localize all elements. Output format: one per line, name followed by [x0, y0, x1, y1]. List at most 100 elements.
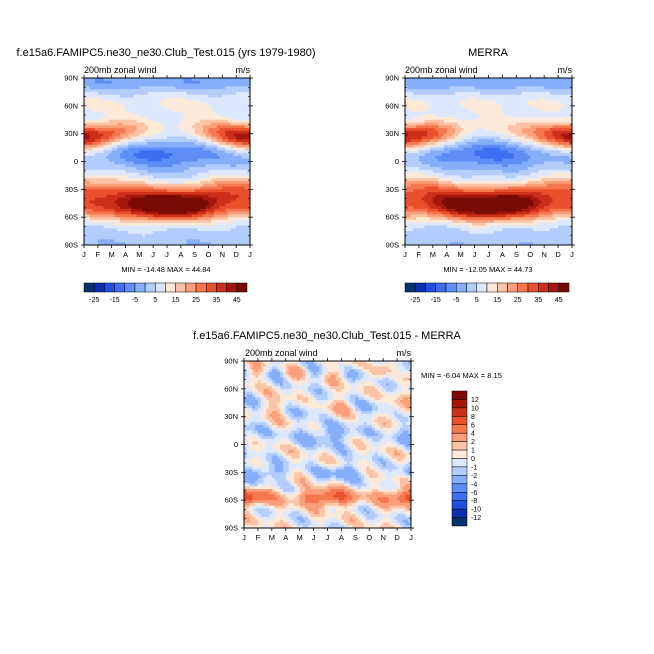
- field-cell: [189, 128, 193, 132]
- field-cell: [214, 111, 218, 115]
- field-cell: [247, 108, 251, 112]
- field-cell: [106, 94, 110, 98]
- field-cell: [474, 128, 478, 132]
- field-cell: [125, 225, 129, 229]
- field-cell: [430, 80, 434, 84]
- field-cell: [494, 97, 498, 101]
- field-cell: [111, 189, 115, 193]
- field-cell: [227, 153, 232, 157]
- field-cell: [189, 116, 193, 121]
- field-cell: [92, 136, 96, 140]
- field-cell: [233, 214, 237, 218]
- field-cell: [241, 108, 245, 112]
- field-cell: [566, 125, 570, 129]
- field-cell: [200, 155, 204, 160]
- field-cell: [471, 130, 475, 135]
- field-cell: [86, 122, 90, 126]
- field-cell: [216, 217, 220, 221]
- field-cell: [136, 105, 140, 110]
- field-cell: [443, 100, 448, 104]
- field-cell: [238, 194, 243, 199]
- field-cell: [122, 164, 126, 168]
- field-cell: [519, 125, 523, 129]
- field-cell: [416, 100, 420, 104]
- field-cell: [161, 105, 165, 110]
- field-cell: [502, 100, 506, 104]
- field-cell: [238, 94, 243, 98]
- field-cell: [463, 128, 467, 132]
- field-cell: [219, 100, 223, 104]
- field-cell: [97, 136, 101, 140]
- field-cell: [119, 144, 124, 148]
- field-cell: [128, 222, 132, 226]
- field-cell: [214, 133, 218, 137]
- field-cell: [86, 142, 90, 146]
- field-cell: [208, 197, 212, 201]
- field-cell: [541, 108, 545, 112]
- field-cell: [191, 91, 196, 96]
- field-cell: [205, 130, 209, 135]
- field-cell: [97, 83, 101, 87]
- field-cell: [161, 108, 165, 112]
- field-cell: [549, 103, 553, 107]
- field-cell: [92, 119, 96, 123]
- field-cell: [117, 103, 121, 107]
- field-cell: [544, 130, 548, 135]
- field-cell: [191, 169, 196, 174]
- field-cell: [216, 108, 220, 112]
- field-cell: [172, 100, 176, 104]
- field-cell: [230, 153, 234, 157]
- field-cell: [100, 119, 104, 123]
- field-cell: [155, 231, 160, 235]
- field-cell: [189, 150, 193, 154]
- field-cell: [158, 103, 162, 107]
- field-cell: [485, 114, 489, 118]
- field-cell: [202, 228, 207, 232]
- field-cell: [200, 142, 204, 146]
- field-cell: [219, 183, 223, 187]
- field-cell: [216, 105, 220, 110]
- field-cell: [89, 100, 93, 104]
- field-cell: [92, 189, 96, 193]
- field-cell: [549, 114, 553, 118]
- field-cell: [533, 86, 537, 90]
- field-cell: [208, 83, 212, 87]
- field-cell: [95, 219, 99, 224]
- field-cell: [178, 228, 182, 232]
- field-cell: [238, 144, 243, 148]
- field-cell: [211, 139, 215, 143]
- field-cell: [197, 150, 201, 154]
- field-cell: [244, 128, 248, 132]
- field-cell: [460, 125, 464, 129]
- field-cell: [158, 91, 162, 96]
- field-cell: [114, 200, 118, 204]
- field-cell: [197, 111, 201, 115]
- field-cell: [117, 119, 121, 123]
- field-cell: [524, 91, 528, 96]
- field-cell: [111, 161, 115, 165]
- field-cell: [164, 169, 168, 174]
- field-cell: [194, 228, 198, 232]
- field-cell: [167, 239, 171, 243]
- field-cell: [136, 167, 140, 171]
- field-cell: [189, 158, 193, 162]
- field-cell: [142, 203, 146, 207]
- field-cell: [513, 100, 517, 104]
- field-cell: [244, 233, 248, 238]
- field-cell: [238, 164, 243, 168]
- field-cell: [169, 197, 173, 201]
- field-cell: [147, 80, 151, 84]
- field-cell: [205, 186, 209, 190]
- field-cell: [114, 178, 118, 182]
- field-cell: [155, 169, 160, 174]
- field-cell: [150, 169, 154, 174]
- field-cell: [175, 136, 179, 140]
- field-cell: [186, 97, 190, 101]
- field-cell: [211, 89, 215, 93]
- field-cell: [211, 178, 215, 182]
- field-cell: [505, 128, 509, 132]
- field-cell: [230, 211, 234, 215]
- field-cell: [125, 203, 129, 207]
- field-cell: [86, 206, 90, 210]
- field-cell: [161, 200, 165, 204]
